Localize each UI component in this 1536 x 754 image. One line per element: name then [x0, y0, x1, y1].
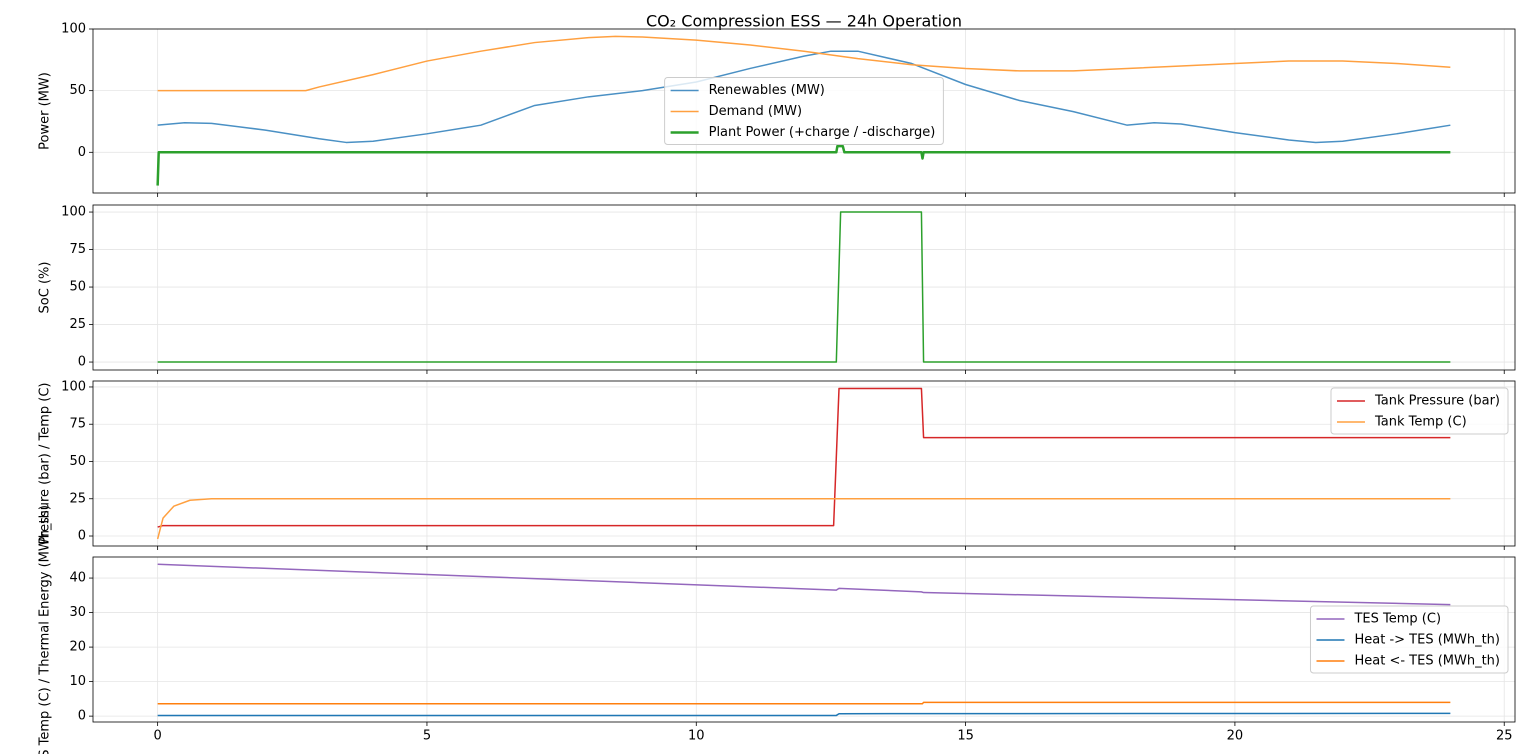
series-line: [157, 563, 1451, 606]
y-axis-label: SoC (%): [38, 262, 53, 314]
axes-frame: [92, 28, 1516, 194]
series-line: [157, 211, 1451, 363]
legend-label: Renewables (MW): [709, 83, 825, 98]
x-tick-label: 0: [153, 729, 161, 744]
y-tick-label: 50: [69, 280, 86, 295]
legend-label: Tank Pressure (bar): [1374, 394, 1500, 409]
series-line: [157, 701, 1451, 705]
y-tick-label: 50: [69, 83, 86, 98]
series-line: [157, 35, 1451, 92]
y-tick-label: 0: [78, 529, 86, 544]
y-axis-label: TES Temp (C) / Thermal Energy (MWh_th): [38, 505, 53, 754]
legend-label: Heat -> TES (MWh_th): [1354, 633, 1500, 648]
series-line: [157, 387, 1451, 528]
y-tick-label: 20: [69, 640, 86, 655]
legend-label: Heat <- TES (MWh_th): [1354, 654, 1500, 669]
y-tick-label: 100: [61, 379, 86, 394]
series-line: [156, 144, 1451, 186]
legend-box: [1309, 605, 1509, 674]
y-tick-label: 25: [69, 491, 86, 506]
axes-frame: [92, 380, 1516, 547]
x-tick-label: 10: [688, 729, 705, 744]
legend-label: Tank Temp (C): [1374, 415, 1467, 430]
y-tick-label: 0: [78, 355, 86, 370]
y-tick-label: 0: [78, 709, 86, 724]
legend-label: TES Temp (C): [1353, 612, 1441, 627]
y-axis-label: Pressure (bar) / Temp (C): [38, 383, 53, 545]
y-tick-label: 50: [69, 454, 86, 469]
y-tick-label: 30: [69, 605, 86, 620]
legend: Tank Pressure (bar) Tank Temp (C): [1330, 387, 1509, 435]
x-tick-label: 25: [1496, 729, 1513, 744]
y-tick-label: 40: [69, 571, 86, 586]
y-tick-label: 10: [69, 674, 86, 689]
x-tick-label: 5: [423, 729, 431, 744]
legend: TES Temp (C) Heat -> TES (MWh_th) Heat <- …: [1309, 605, 1509, 674]
series-line: [156, 498, 1451, 540]
legend-label: Plant Power (+charge / -discharge): [709, 125, 936, 140]
y-tick-label: 75: [69, 417, 86, 432]
series-line: [157, 50, 1451, 144]
y-axis-label: Power (MW): [38, 72, 53, 150]
legend-label: Demand (MW): [709, 104, 802, 119]
axes-frame: [92, 204, 1516, 371]
legend-box: [1330, 387, 1509, 435]
y-tick-label: 0: [78, 145, 86, 160]
legend-box: [664, 77, 944, 145]
x-tick-label: 20: [1227, 729, 1244, 744]
axes-frame: [92, 556, 1516, 723]
chart-title: CO₂ Compression ESS — 24h Operation: [646, 12, 962, 31]
legend: Renewables (MW) Demand (MW) Plant Power (+…: [664, 77, 944, 145]
x-tick-label: 15: [957, 729, 974, 744]
y-tick-label: 25: [69, 317, 86, 332]
series-line: [157, 712, 1451, 717]
y-tick-label: 75: [69, 242, 86, 257]
y-tick-label: 100: [61, 205, 86, 220]
y-tick-label: 100: [61, 22, 86, 37]
